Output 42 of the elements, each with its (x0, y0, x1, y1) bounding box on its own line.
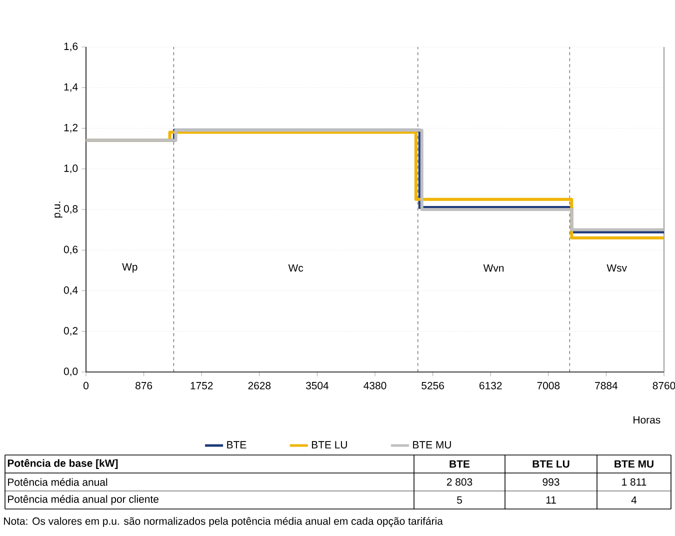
y-tick-label: 1,6 (64, 42, 78, 52)
x-tick-label: 6132 (480, 382, 502, 390)
y-axis-title: p.u. (54, 202, 62, 218)
text: Potência média anual (8, 478, 108, 486)
y-tick-label: 1,2 (64, 124, 78, 133)
annotation: Wc (288, 264, 304, 272)
text: 993 (542, 478, 560, 486)
text: Nota: Os valores em p.u. são normalizados pela potência média anual em cada opção tarifária (4, 517, 443, 527)
y-tick-label: 0,6 (64, 246, 78, 254)
text: 11 (546, 496, 556, 504)
text: BTE (450, 460, 470, 468)
x-tick-label: 7008 (537, 382, 560, 390)
x-tick-label: 1752 (190, 382, 213, 390)
annotation: Wvn (483, 264, 504, 272)
y-tick-label: 0,2 (64, 327, 78, 336)
x-tick-label: 0 (84, 382, 89, 390)
text: Potência média anual por cliente (8, 495, 158, 505)
legend-label: BTE (227, 441, 246, 448)
text: 5 (457, 496, 462, 504)
x-tick-label: 5256 (422, 382, 444, 390)
text: 4 (631, 496, 637, 504)
annotation: Wp (122, 263, 138, 273)
x-tick-label: 8760 (652, 382, 675, 390)
x-tick-label: 7884 (595, 382, 618, 390)
x-axis-title: Horas (634, 416, 660, 424)
y-tick-label: 0,4 (64, 286, 78, 296)
y-tick-label: 1,0 (64, 164, 78, 174)
text: BTE LU (532, 460, 570, 468)
x-tick-label: 2628 (248, 382, 271, 390)
legend-label: BTE LU (312, 441, 347, 448)
y-tick-label: 1,4 (64, 83, 78, 92)
annotation: Wsv (606, 264, 627, 272)
legend-label: BTE MU (413, 441, 451, 448)
text: 2 803 (446, 478, 472, 486)
x-tick-label: 876 (136, 382, 152, 390)
x-tick-label: 3504 (306, 382, 329, 390)
y-tick-label: 0,8 (64, 205, 78, 214)
text: Potência de base [kW] (8, 459, 118, 469)
y-tick-label: 0,0 (64, 368, 78, 376)
text: BTE MU (614, 460, 654, 468)
x-tick-label: 4380 (364, 382, 386, 390)
text: 1 811 (622, 478, 646, 486)
